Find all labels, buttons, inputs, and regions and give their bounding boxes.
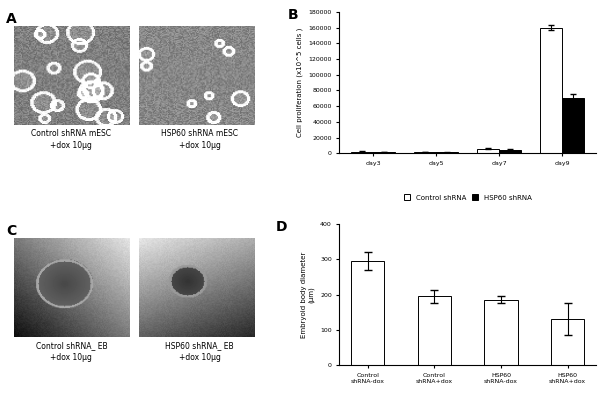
Bar [436,152,458,153]
Bar [373,152,396,153]
Bar [414,152,436,153]
Text: HSP60 shRNA mESC
+dox 10μg: HSP60 shRNA mESC +dox 10μg [161,129,238,150]
Bar [351,152,373,153]
Bar [418,296,451,365]
Text: Control shRNA mESC
+dox 10μg: Control shRNA mESC +dox 10μg [31,129,111,150]
Y-axis label: Embryoid body diameter
(μm): Embryoid body diameter (μm) [301,251,314,338]
Text: Control shRNA_ EB
+dox 10μg: Control shRNA_ EB +dox 10μg [36,341,107,362]
Bar [477,148,499,153]
Bar [485,300,518,365]
Bar [351,261,385,365]
Text: D: D [275,220,287,234]
Text: C: C [6,224,16,238]
Text: HSP60 shRNA_ EB
+dox 10μg: HSP60 shRNA_ EB +dox 10μg [166,341,234,362]
Bar [499,150,521,153]
Y-axis label: Cell proliferation (x10^5 cells ): Cell proliferation (x10^5 cells ) [296,28,303,137]
Legend: Control shRNA, HSP60 shRNA: Control shRNA, HSP60 shRNA [402,192,534,204]
Bar [562,98,585,153]
Text: B: B [288,8,299,22]
Text: A: A [6,12,17,26]
Bar [540,28,562,153]
Bar [551,319,585,365]
